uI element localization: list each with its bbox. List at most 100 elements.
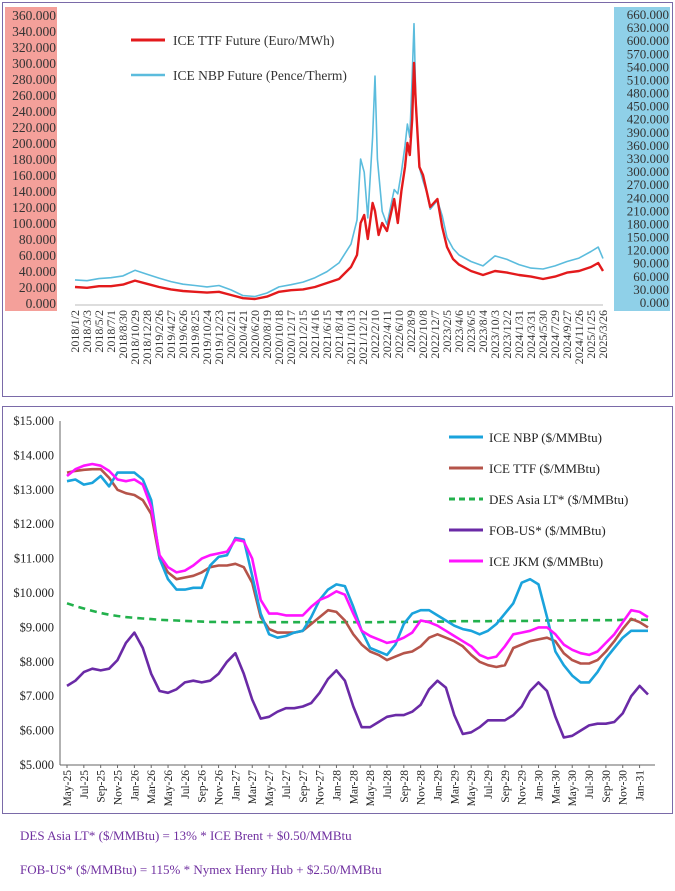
legend-label-ice-ttf-mmbtu: ICE TTF ($/MMBtu): [489, 461, 600, 476]
left-axis-tick-label: 160.000: [12, 168, 56, 183]
x-axis-tick-label: 2021/2/15: [296, 310, 310, 359]
x-axis-tick-label: 2018/5/2: [92, 310, 106, 353]
x-axis-tick-label: Jul-30: [584, 770, 596, 799]
right-axis-tick-label: 60.000: [633, 269, 669, 284]
x-axis-tick-label: 2025/1/25: [584, 310, 598, 359]
x-axis-tick-label: 2023/4/6: [452, 310, 466, 353]
legend-label-ice-nbp-mmbtu: ICE NBP ($/MMBtu): [489, 430, 602, 445]
x-axis-tick-label: Nov-29: [517, 770, 529, 805]
x-axis-tick-label: 2024/9/27: [560, 310, 574, 359]
x-axis-tick-label: 2018/8/30: [116, 310, 130, 359]
x-axis-tick-label: Mar-28: [348, 770, 360, 805]
forward-curves-chart: $5.000 $6.000 $7.000 $8.000 $9.000 $10.000 $11…: [13, 414, 655, 807]
legend-label-des-asia-lt-mmbtu: DES Asia LT* ($/MMBtu): [489, 492, 628, 507]
x-axis-tick-label: 2020/10/18: [272, 310, 286, 365]
x-axis-tick-label: 2022/12/7: [428, 310, 442, 359]
x-axis-tick-label: 2023/12/2: [500, 310, 514, 359]
x-axis-tick-label: 2022/10/8: [416, 310, 430, 359]
y-axis-tick-label: $14.000: [13, 448, 54, 462]
right-axis-tick-label: 360.000: [627, 138, 669, 153]
left-axis-tick-label: 40.000: [19, 264, 56, 279]
left-axis-tick-label: 280.000: [12, 72, 56, 87]
x-axis-tick-label: 2020/4/21: [236, 310, 250, 359]
right-axis-tick-label: 90.000: [633, 256, 669, 271]
x-axis-tick-label: 2020/12/17: [284, 310, 298, 365]
x-axis-tick-label: Sep-26: [197, 770, 209, 803]
x-axis-tick-label: 2021/6/15: [320, 310, 334, 359]
legend-label-ice-nbp-future-pence-therm: ICE NBP Future (Pence/Therm): [173, 68, 347, 83]
series-line-ice-jkm-mmbtu: [66, 462, 649, 660]
right-axis-tick-label: 660.000: [627, 7, 669, 22]
left-axis-tick-label: 320.000: [12, 40, 56, 55]
series-line-ice-nbp-future-pence-therm: [74, 22, 604, 298]
right-axis-tick-label: 120.000: [627, 243, 669, 258]
x-axis-tick-label: Jan-30: [534, 770, 546, 801]
x-axis-tick-label: Nov-25: [113, 770, 125, 805]
y-axis-tick-label: $9.000: [20, 620, 54, 634]
footnote-des-asia: DES Asia LT* ($/MMBtu) = 13% * ICE Brent…: [20, 828, 352, 843]
x-axis-tick-label: 2020/2/21: [224, 310, 238, 359]
x-axis-tick-label: Jul-27: [281, 770, 293, 799]
y-axis-tick-label: $7.000: [20, 689, 54, 703]
x-axis-tick-label: 2023/6/5: [464, 310, 478, 353]
x-axis-tick-label: May-29: [466, 770, 478, 807]
x-axis-tick-label: Sep-29: [500, 770, 512, 803]
legend-label-ice-ttf-future-euro-mwh: ICE TTF Future (Euro/MWh): [173, 33, 334, 48]
x-axis-tick-label: 2021/8/14: [332, 310, 346, 359]
left-axis-tick-label: 120.000: [12, 200, 56, 215]
x-axis-tick-label: Sep-27: [298, 770, 310, 803]
x-axis-tick-label: May-25: [62, 770, 74, 807]
left-axis-tick-label: 360.000: [12, 8, 56, 23]
y-axis-tick-label: $15.000: [13, 414, 54, 428]
legend-label-fob-us-mmbtu: FOB-US* ($/MMBtu): [489, 523, 606, 538]
x-axis-tick-label: 2018/1/2: [68, 310, 82, 353]
y-axis-tick-label: $12.000: [13, 517, 54, 531]
x-axis-tick-label: 2018/12/28: [140, 310, 154, 365]
x-axis-tick-label: Mar-26: [146, 770, 158, 805]
legend-label-ice-jkm-mmbtu: ICE JKM ($/MMBtu): [489, 554, 603, 569]
x-axis-tick-label: Jan-26: [129, 770, 141, 801]
x-axis-tick-label: 2023/8/4: [476, 310, 490, 353]
x-axis-tick-label: Jul-26: [180, 770, 192, 799]
right-axis-highlight: [614, 7, 670, 311]
x-axis-tick-label: 2024/11/26: [572, 310, 586, 364]
right-axis-tick-label: 420.000: [627, 112, 669, 127]
x-axis-tick-label: 2019/2/26: [152, 310, 166, 359]
y-axis-tick-label: $5.000: [20, 758, 54, 772]
x-axis-tick-label: 2018/10/29: [128, 310, 142, 365]
x-axis-tick-label: Nov-30: [618, 770, 630, 805]
right-axis-tick-label: 240.000: [627, 190, 669, 205]
x-axis-tick-label: Nov-27: [315, 770, 327, 805]
y-axis-tick-label: $8.000: [20, 655, 54, 669]
right-axis-tick-label: 570.000: [627, 46, 669, 61]
x-axis-tick-label: Mar-29: [449, 770, 461, 805]
x-axis-tick-label: 2020/6/20: [248, 310, 262, 359]
left-axis-tick-label: 200.000: [12, 136, 56, 151]
x-axis-tick-label: Nov-26: [214, 770, 226, 805]
left-axis-tick-label: 140.000: [12, 184, 56, 199]
right-axis-tick-label: 30.000: [633, 282, 669, 297]
x-axis-tick-label: 2024/3/31: [524, 310, 538, 359]
x-axis-tick-label: 2021/4/16: [308, 310, 322, 359]
right-axis-tick-label: 180.000: [627, 216, 669, 231]
ttf-nbp-futures-chart: 0.00020.00040.00060.00080.000100.000120.…: [5, 7, 670, 365]
x-axis-tick-label: 2018/7/1: [104, 310, 118, 353]
x-axis-tick-label: May-26: [163, 770, 175, 807]
y-axis-tick-label: $11.000: [14, 552, 54, 566]
x-axis-tick-label: Nov-28: [416, 770, 428, 805]
x-axis-tick-label: 2022/2/10: [368, 310, 382, 359]
y-axis-tick-label: $6.000: [20, 724, 54, 738]
left-axis-tick-label: 340.000: [12, 24, 56, 39]
x-axis-tick-label: Jan-28: [331, 770, 343, 801]
y-axis-tick-label: $13.000: [13, 483, 54, 497]
x-axis-tick-label: May-28: [365, 770, 377, 807]
right-axis-tick-label: 450.000: [627, 99, 669, 114]
x-axis-tick-label: 2024/7/29: [548, 310, 562, 359]
bottom-chart-panel: $5.000 $6.000 $7.000 $8.000 $9.000 $10.000 $11…: [2, 406, 673, 814]
x-axis-tick-label: Mar-30: [550, 770, 562, 805]
left-axis-tick-label: 80.000: [19, 232, 56, 247]
x-axis-tick-label: 2021/12/12: [356, 310, 370, 365]
x-axis-tick-label: May-27: [264, 770, 276, 807]
series-line-ice-nbp-mmbtu: [66, 471, 648, 684]
left-axis-tick-label: 100.000: [12, 216, 56, 231]
